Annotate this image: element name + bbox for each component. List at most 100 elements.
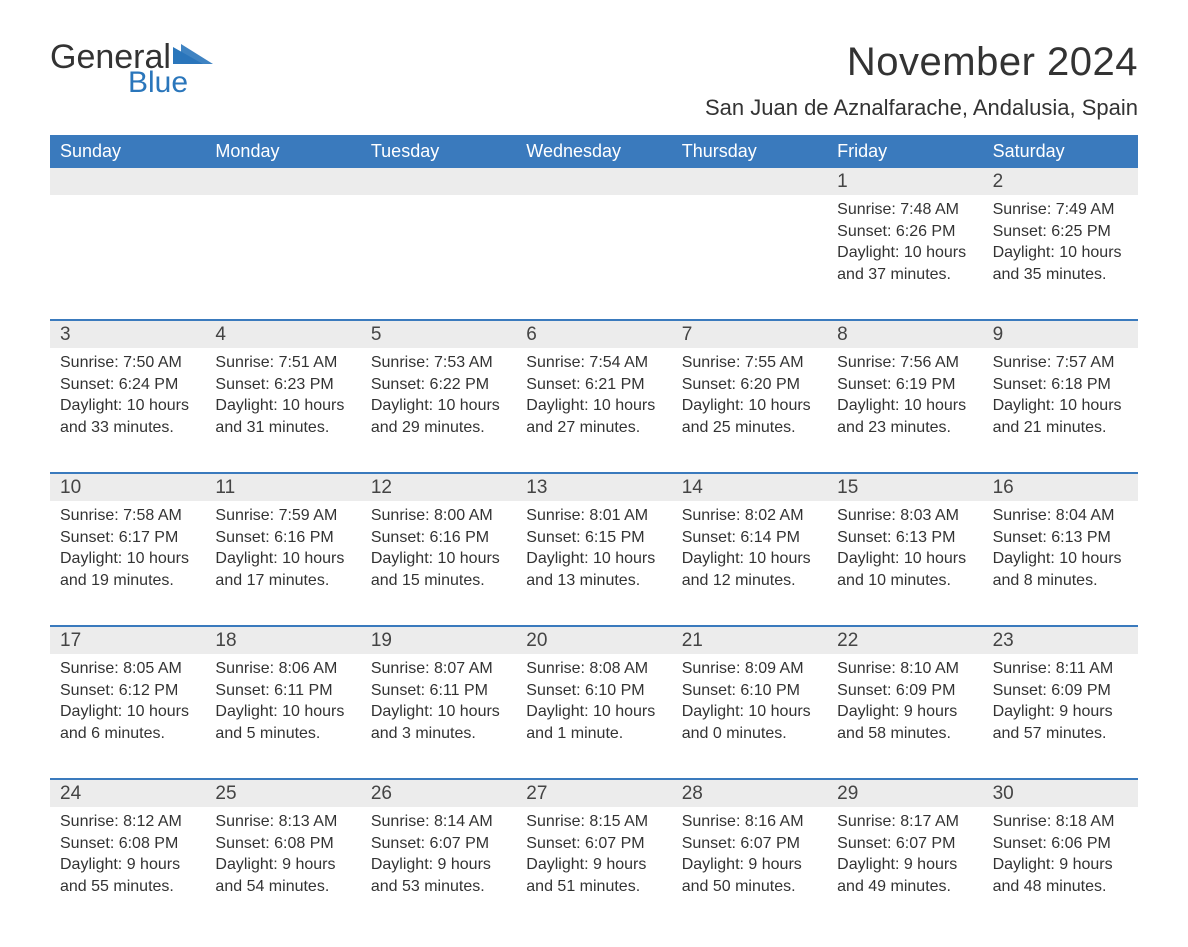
day-line: Daylight: 10 hours bbox=[60, 701, 195, 723]
day-line: Daylight: 10 hours bbox=[993, 395, 1128, 417]
day-cell bbox=[361, 195, 516, 295]
day-line: Sunrise: 8:03 AM bbox=[837, 505, 972, 527]
day-line: Sunrise: 8:06 AM bbox=[215, 658, 350, 680]
day-line: Daylight: 9 hours bbox=[682, 854, 817, 876]
day-number: 2 bbox=[983, 168, 1138, 195]
week-row: 3456789Sunrise: 7:50 AMSunset: 6:24 PMDa… bbox=[50, 319, 1138, 448]
day-cell: Sunrise: 7:57 AMSunset: 6:18 PMDaylight:… bbox=[983, 348, 1138, 448]
day-line: Daylight: 9 hours bbox=[60, 854, 195, 876]
weekday-header: Thursday bbox=[672, 135, 827, 168]
daycontent-row: Sunrise: 7:50 AMSunset: 6:24 PMDaylight:… bbox=[50, 348, 1138, 448]
day-line: Sunset: 6:11 PM bbox=[215, 680, 350, 702]
day-line: Sunrise: 8:08 AM bbox=[526, 658, 661, 680]
day-line: Sunrise: 8:02 AM bbox=[682, 505, 817, 527]
day-line: and 49 minutes. bbox=[837, 876, 972, 898]
day-line: Daylight: 10 hours bbox=[682, 395, 817, 417]
day-line: Sunset: 6:19 PM bbox=[837, 374, 972, 396]
day-cell: Sunrise: 8:03 AMSunset: 6:13 PMDaylight:… bbox=[827, 501, 982, 601]
day-line: Sunrise: 7:54 AM bbox=[526, 352, 661, 374]
week-row: 10111213141516Sunrise: 7:58 AMSunset: 6:… bbox=[50, 472, 1138, 601]
day-line: and 3 minutes. bbox=[371, 723, 506, 745]
daynum-band: 17181920212223 bbox=[50, 627, 1138, 654]
day-line: Daylight: 9 hours bbox=[837, 701, 972, 723]
day-cell: Sunrise: 7:50 AMSunset: 6:24 PMDaylight:… bbox=[50, 348, 205, 448]
day-line: Sunset: 6:15 PM bbox=[526, 527, 661, 549]
day-line: Daylight: 10 hours bbox=[837, 548, 972, 570]
daycontent-row: Sunrise: 7:58 AMSunset: 6:17 PMDaylight:… bbox=[50, 501, 1138, 601]
day-line: and 29 minutes. bbox=[371, 417, 506, 439]
day-line: and 6 minutes. bbox=[60, 723, 195, 745]
day-line: and 23 minutes. bbox=[837, 417, 972, 439]
weekday-header: Wednesday bbox=[516, 135, 671, 168]
header: General Blue November 2024 San Juan de A… bbox=[50, 40, 1138, 121]
day-line: Sunset: 6:23 PM bbox=[215, 374, 350, 396]
day-line: Daylight: 9 hours bbox=[993, 854, 1128, 876]
day-line: Sunrise: 8:18 AM bbox=[993, 811, 1128, 833]
day-line: Sunset: 6:25 PM bbox=[993, 221, 1128, 243]
day-line: and 57 minutes. bbox=[993, 723, 1128, 745]
week-row: 17181920212223Sunrise: 8:05 AMSunset: 6:… bbox=[50, 625, 1138, 754]
day-line: Daylight: 10 hours bbox=[682, 701, 817, 723]
day-line: Daylight: 9 hours bbox=[215, 854, 350, 876]
daynum-band: 10111213141516 bbox=[50, 474, 1138, 501]
day-cell: Sunrise: 8:00 AMSunset: 6:16 PMDaylight:… bbox=[361, 501, 516, 601]
day-line: Sunset: 6:06 PM bbox=[993, 833, 1128, 855]
day-line: Sunrise: 7:49 AM bbox=[993, 199, 1128, 221]
day-number: 22 bbox=[827, 627, 982, 654]
day-line: and 48 minutes. bbox=[993, 876, 1128, 898]
day-line: Sunrise: 7:55 AM bbox=[682, 352, 817, 374]
brand-logo: General Blue bbox=[50, 40, 213, 98]
day-line: Sunrise: 8:07 AM bbox=[371, 658, 506, 680]
day-line: Sunrise: 8:10 AM bbox=[837, 658, 972, 680]
day-line: Daylight: 10 hours bbox=[682, 548, 817, 570]
day-line: and 13 minutes. bbox=[526, 570, 661, 592]
day-line: Sunrise: 8:12 AM bbox=[60, 811, 195, 833]
day-line: Sunrise: 7:56 AM bbox=[837, 352, 972, 374]
day-line: Sunset: 6:24 PM bbox=[60, 374, 195, 396]
day-number: 9 bbox=[983, 321, 1138, 348]
day-cell: Sunrise: 8:14 AMSunset: 6:07 PMDaylight:… bbox=[361, 807, 516, 907]
day-line: Sunrise: 7:51 AM bbox=[215, 352, 350, 374]
day-cell bbox=[516, 195, 671, 295]
day-number: 1 bbox=[827, 168, 982, 195]
day-number: 27 bbox=[516, 780, 671, 807]
day-line: Sunset: 6:07 PM bbox=[837, 833, 972, 855]
day-line: Daylight: 10 hours bbox=[215, 395, 350, 417]
day-line: Sunrise: 8:01 AM bbox=[526, 505, 661, 527]
day-cell: Sunrise: 8:10 AMSunset: 6:09 PMDaylight:… bbox=[827, 654, 982, 754]
daycontent-row: Sunrise: 8:12 AMSunset: 6:08 PMDaylight:… bbox=[50, 807, 1138, 907]
day-line: Daylight: 10 hours bbox=[526, 701, 661, 723]
day-cell: Sunrise: 8:04 AMSunset: 6:13 PMDaylight:… bbox=[983, 501, 1138, 601]
weekday-header: Sunday bbox=[50, 135, 205, 168]
day-line: Sunrise: 8:00 AM bbox=[371, 505, 506, 527]
day-number: 11 bbox=[205, 474, 360, 501]
day-cell: Sunrise: 7:53 AMSunset: 6:22 PMDaylight:… bbox=[361, 348, 516, 448]
day-line: and 55 minutes. bbox=[60, 876, 195, 898]
day-line: Daylight: 10 hours bbox=[371, 701, 506, 723]
day-line: Daylight: 10 hours bbox=[526, 395, 661, 417]
day-line: and 37 minutes. bbox=[837, 264, 972, 286]
day-line: and 0 minutes. bbox=[682, 723, 817, 745]
day-cell: Sunrise: 8:11 AMSunset: 6:09 PMDaylight:… bbox=[983, 654, 1138, 754]
day-cell: Sunrise: 8:05 AMSunset: 6:12 PMDaylight:… bbox=[50, 654, 205, 754]
day-line: Sunrise: 8:15 AM bbox=[526, 811, 661, 833]
day-number: 20 bbox=[516, 627, 671, 654]
day-number: 19 bbox=[361, 627, 516, 654]
day-line: and 54 minutes. bbox=[215, 876, 350, 898]
day-line: Sunrise: 7:57 AM bbox=[993, 352, 1128, 374]
day-cell bbox=[672, 195, 827, 295]
day-line: Sunrise: 8:14 AM bbox=[371, 811, 506, 833]
day-line: Sunset: 6:22 PM bbox=[371, 374, 506, 396]
calendar: SundayMondayTuesdayWednesdayThursdayFrid… bbox=[50, 135, 1138, 907]
day-number: 6 bbox=[516, 321, 671, 348]
title-block: November 2024 San Juan de Aznalfarache, … bbox=[705, 40, 1138, 121]
day-line: Sunset: 6:14 PM bbox=[682, 527, 817, 549]
day-line: Sunset: 6:26 PM bbox=[837, 221, 972, 243]
day-line: Sunrise: 8:04 AM bbox=[993, 505, 1128, 527]
day-cell: Sunrise: 7:48 AMSunset: 6:26 PMDaylight:… bbox=[827, 195, 982, 295]
day-cell: Sunrise: 7:56 AMSunset: 6:19 PMDaylight:… bbox=[827, 348, 982, 448]
day-cell: Sunrise: 7:55 AMSunset: 6:20 PMDaylight:… bbox=[672, 348, 827, 448]
day-line: Sunrise: 7:53 AM bbox=[371, 352, 506, 374]
day-number: 16 bbox=[983, 474, 1138, 501]
day-line: Sunset: 6:20 PM bbox=[682, 374, 817, 396]
